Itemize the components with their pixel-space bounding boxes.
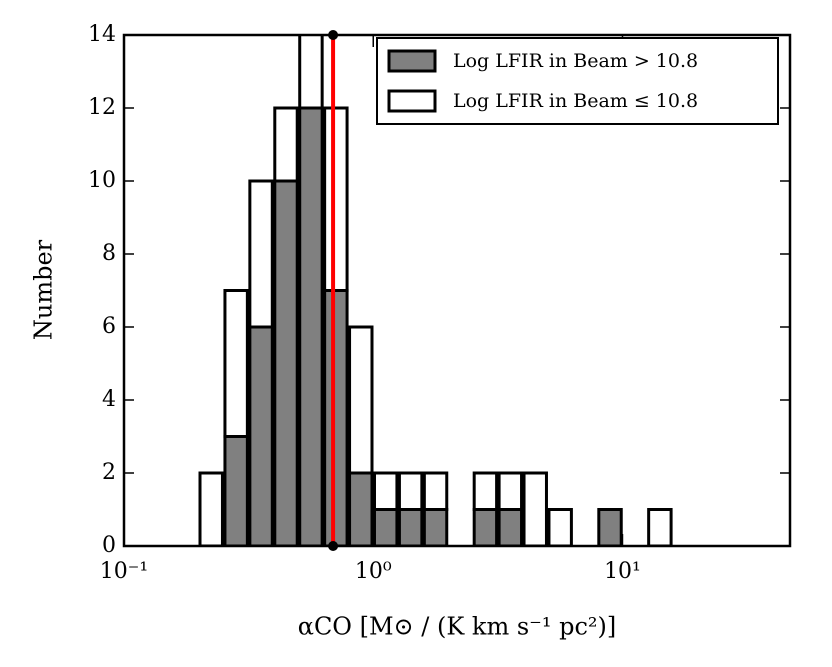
bar xyxy=(323,289,349,546)
bar xyxy=(497,471,524,511)
bar xyxy=(323,106,349,292)
bar xyxy=(372,471,399,511)
bar xyxy=(522,471,548,546)
y-tick-label: 8 xyxy=(102,241,116,266)
bar xyxy=(223,435,249,546)
bar xyxy=(298,35,324,110)
legend-swatch xyxy=(387,89,437,113)
y-axis-label: Number xyxy=(30,239,58,340)
bar xyxy=(372,508,399,546)
legend-box xyxy=(376,37,779,125)
plot-area xyxy=(198,35,673,546)
bar xyxy=(348,471,374,546)
bar xyxy=(547,508,573,546)
x-tick-label: 10⁰ xyxy=(355,559,392,584)
x-axis-label: αCO [M⊙ / (K km s⁻¹ pc²)] xyxy=(298,613,617,641)
x-tick-label: 10¹ xyxy=(604,559,641,584)
bar xyxy=(273,179,299,546)
y-tick-label: 2 xyxy=(102,460,116,485)
legend-swatch xyxy=(387,49,437,73)
bar xyxy=(472,471,499,511)
bar xyxy=(597,508,623,546)
bar xyxy=(248,325,274,546)
bar xyxy=(472,508,499,546)
legend-label: Log LFIR in Beam > 10.8 xyxy=(453,50,698,72)
bar xyxy=(497,508,524,546)
y-tick-label: 0 xyxy=(102,533,116,558)
bar xyxy=(298,106,324,546)
bar xyxy=(647,508,673,546)
x-tick-label: 10⁻¹ xyxy=(100,559,148,584)
bar xyxy=(273,106,299,183)
y-tick-label: 12 xyxy=(88,95,116,120)
reference-marker xyxy=(328,30,339,40)
legend-label: Log LFIR in Beam ≤ 10.8 xyxy=(453,90,698,112)
bar xyxy=(422,471,449,511)
bar xyxy=(348,325,374,475)
bar xyxy=(248,179,274,329)
reference-marker xyxy=(328,541,339,551)
bar xyxy=(397,508,424,546)
y-tick-label: 6 xyxy=(102,314,116,339)
axes-frame xyxy=(122,33,792,548)
bar xyxy=(397,471,424,511)
y-tick-label: 10 xyxy=(88,168,116,193)
bar xyxy=(422,508,449,546)
bar xyxy=(223,289,249,438)
y-tick-label: 4 xyxy=(102,387,116,412)
y-tick-label: 14 xyxy=(88,22,116,47)
bar xyxy=(198,471,224,546)
